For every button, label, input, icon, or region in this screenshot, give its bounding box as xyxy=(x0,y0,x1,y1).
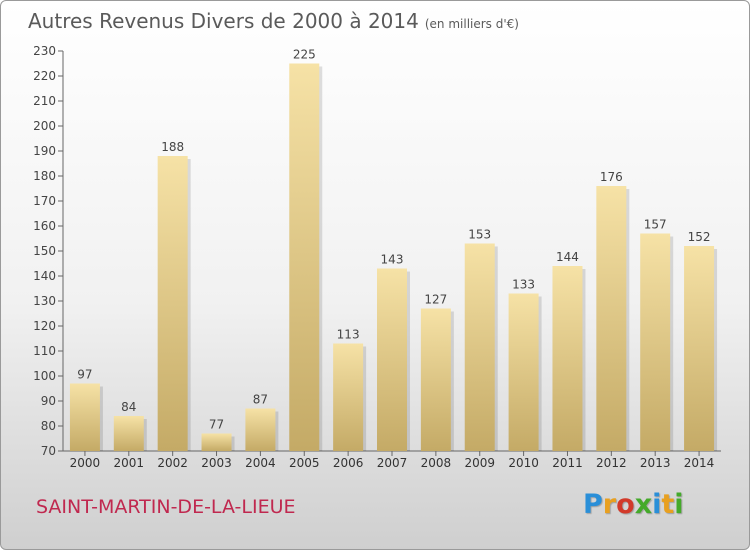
bar-value-label: 176 xyxy=(600,170,623,184)
bar xyxy=(245,408,276,451)
bar xyxy=(289,63,320,451)
y-tick-label: 120 xyxy=(33,319,56,333)
bar-value-label: 84 xyxy=(121,400,136,414)
logo-letter: x xyxy=(634,489,653,520)
bar xyxy=(377,268,407,451)
bar-value-label: 87 xyxy=(253,393,268,407)
x-tick-label: 2010 xyxy=(508,456,539,470)
y-tick-label: 140 xyxy=(33,269,56,283)
y-tick-label: 110 xyxy=(33,344,56,358)
bar xyxy=(201,433,232,451)
y-tick-label: 220 xyxy=(33,69,56,83)
bar-value-label: 188 xyxy=(161,140,184,154)
bar xyxy=(684,246,715,451)
logo-letter: o xyxy=(616,489,635,520)
commune-name: SAINT-MARTIN-DE-LA-LIEUE xyxy=(36,496,296,518)
chart-title: Autres Revenus Divers de 2000 à 2014 (en … xyxy=(28,9,519,33)
bar xyxy=(333,343,364,451)
y-tick-label: 150 xyxy=(33,244,56,258)
plot-area: 7080901001101201301401501601701801902002… xyxy=(33,44,721,470)
logo-letter: t xyxy=(661,489,675,520)
chart-unit: (en milliers d'€) xyxy=(424,17,519,31)
y-tick-label: 200 xyxy=(33,119,56,133)
x-tick-label: 2001 xyxy=(114,456,145,470)
x-tick-label: 2012 xyxy=(596,456,627,470)
y-tick-label: 210 xyxy=(33,94,56,108)
x-tick-label: 2002 xyxy=(157,456,188,470)
logo-letter: r xyxy=(602,489,617,520)
y-tick-label: 190 xyxy=(33,144,56,158)
bar-value-label: 144 xyxy=(556,250,579,264)
logo-letter: P xyxy=(583,489,603,520)
bar-value-label: 77 xyxy=(209,418,224,432)
logo-letter: i xyxy=(652,489,662,520)
proxiti-logo: Proxiti xyxy=(583,489,684,520)
x-tick-label: 2009 xyxy=(464,456,495,470)
bar xyxy=(113,416,144,451)
bar-value-label: 225 xyxy=(293,48,316,62)
bar xyxy=(464,243,495,451)
x-tick-label: 2014 xyxy=(684,456,715,470)
bar-value-label: 127 xyxy=(424,293,447,307)
bar-value-label: 143 xyxy=(381,253,404,267)
x-tick-label: 2005 xyxy=(289,456,320,470)
y-tick-label: 130 xyxy=(33,294,56,308)
x-tick-label: 2008 xyxy=(421,456,452,470)
x-tick-label: 2000 xyxy=(70,456,101,470)
bar xyxy=(552,266,583,451)
bar xyxy=(596,186,627,451)
chart-title-text: Autres Revenus Divers de 2000 à 2014 xyxy=(28,9,419,33)
y-tick-label: 100 xyxy=(33,369,56,383)
bar-value-label: 113 xyxy=(337,328,360,342)
bar-value-label: 152 xyxy=(688,230,711,244)
bar xyxy=(420,308,451,451)
bar-value-label: 97 xyxy=(77,368,92,382)
x-tick-label: 2007 xyxy=(377,456,408,470)
x-tick-label: 2011 xyxy=(552,456,583,470)
bar xyxy=(69,383,100,451)
y-tick-label: 70 xyxy=(41,444,56,458)
bar xyxy=(640,233,671,451)
bar xyxy=(157,156,188,451)
y-tick-label: 90 xyxy=(41,394,56,408)
x-tick-label: 2006 xyxy=(333,456,364,470)
logo-letter: i xyxy=(674,489,684,520)
y-tick-label: 230 xyxy=(33,44,56,58)
y-tick-label: 80 xyxy=(41,419,56,433)
bar-value-label: 133 xyxy=(512,278,535,292)
bar-value-label: 157 xyxy=(644,218,667,232)
bar-value-label: 153 xyxy=(468,228,491,242)
x-tick-label: 2013 xyxy=(640,456,671,470)
x-tick-label: 2004 xyxy=(245,456,276,470)
bar xyxy=(508,293,539,451)
y-tick-label: 160 xyxy=(33,219,56,233)
y-tick-label: 170 xyxy=(33,194,56,208)
y-tick-label: 180 xyxy=(33,169,56,183)
x-tick-label: 2003 xyxy=(201,456,232,470)
